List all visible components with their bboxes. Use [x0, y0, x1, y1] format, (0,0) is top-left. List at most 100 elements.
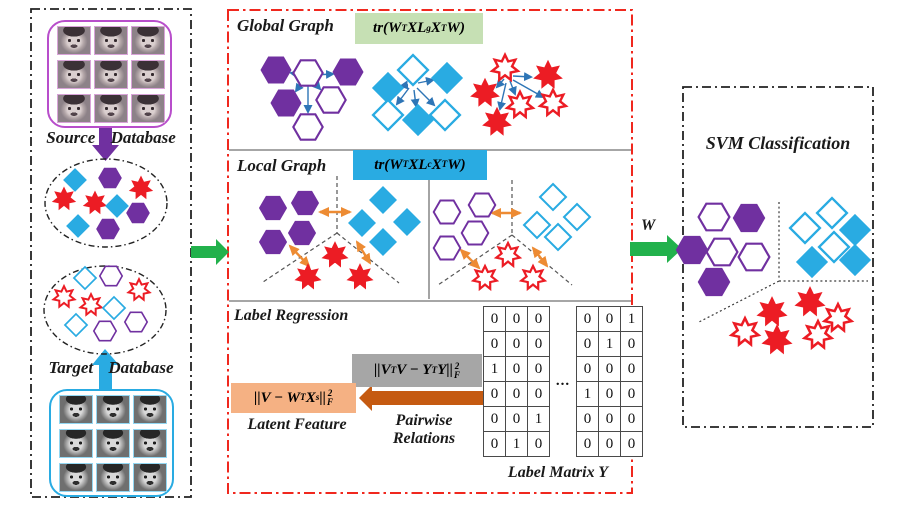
star-icon [483, 107, 511, 135]
target-database-box [49, 389, 174, 497]
diamond-icon [369, 228, 397, 256]
matrix-cell: 0 [505, 381, 528, 407]
star-icon [52, 285, 76, 308]
svm-result-clusters [675, 196, 871, 354]
diamond-icon [348, 209, 376, 237]
matrix-row: 0 0 0... 0 0 1 [483, 306, 643, 457]
matrix-cell: 0 [598, 306, 621, 332]
pairwise-relations-label: Pairwise Relations [376, 412, 472, 449]
matrix-cell: 0 [576, 431, 599, 457]
star-icon [505, 90, 535, 119]
matrix-cell: 0 [483, 331, 506, 357]
matrix-cell: 0 [527, 331, 550, 357]
decision-boundary [698, 280, 780, 323]
local-graph-formula: tr(W T XL c X T W) [353, 150, 487, 180]
star-icon [534, 60, 562, 88]
matrix-cell: 1 [527, 406, 550, 432]
hexagon-icon [96, 218, 120, 240]
similarity-arrow [459, 248, 481, 270]
diamond-icon [105, 194, 129, 218]
matrix-cell: 0 [576, 331, 599, 357]
star-icon [730, 316, 760, 346]
star-icon [762, 325, 792, 354]
hexagon-icon [292, 59, 324, 87]
pairwise-relations-label-line2: Relations [392, 430, 456, 448]
diamond-icon [428, 98, 462, 132]
star-icon [471, 78, 499, 106]
edge-arrow [399, 80, 409, 90]
matrix-cell: 0 [620, 431, 643, 457]
edge-arrow [508, 80, 517, 96]
matrix-cell: 0 [576, 306, 599, 332]
diamond-icon [563, 203, 591, 231]
star-icon [83, 191, 107, 214]
similarity-arrow [531, 246, 549, 268]
local-graph-title: Local Graph [237, 156, 327, 175]
hexagon-icon [315, 86, 347, 114]
pairwise-relations-label-line1: Pairwise [395, 412, 453, 429]
hexagon-icon [705, 237, 739, 267]
diamond-icon [66, 214, 90, 238]
matrix-cell: 0 [527, 431, 550, 457]
matrix-cell: 0 [505, 331, 528, 357]
hexagon-icon [259, 229, 287, 255]
input-arrow [191, 239, 229, 265]
hexagon-icon [292, 113, 324, 141]
face-image [56, 59, 91, 89]
diamond-icon [369, 186, 397, 214]
matrix-cell: 0 [483, 431, 506, 457]
star-icon [127, 278, 151, 301]
edge-arrow [512, 79, 545, 98]
global-graph-star-cluster [471, 53, 568, 135]
hexagon-icon [732, 203, 766, 233]
matrix-cell: 0 [527, 381, 550, 407]
hexagon-icon [467, 192, 497, 218]
matrix-cell: 1 [576, 381, 599, 407]
star-icon [129, 176, 153, 199]
matrix-cell: 1 [505, 431, 528, 457]
edge-arrow [512, 72, 533, 82]
diamond-icon [839, 214, 871, 246]
hexagon-icon [291, 190, 319, 216]
star-icon [322, 242, 348, 267]
hexagon-icon [697, 202, 731, 232]
face-image [130, 59, 165, 89]
source-database-label: Source Database [46, 128, 176, 147]
hexagon-icon [697, 267, 731, 297]
diamond-icon [431, 62, 463, 94]
label-matrix-caption: Label Matrix Y [507, 464, 609, 481]
diamond-icon [393, 208, 421, 236]
face-image [130, 93, 165, 123]
star-icon [803, 319, 833, 349]
star-icon [79, 293, 103, 316]
diamond-icon [396, 53, 430, 87]
matrix-cell: 0 [576, 406, 599, 432]
hexagon-icon [93, 320, 117, 342]
matrix-cell: 0 [483, 406, 506, 432]
matrix-cell: 0 [598, 406, 621, 432]
global-graph-hexagon-cluster [260, 56, 364, 141]
hexagon-icon [260, 56, 292, 84]
diamond-icon [402, 104, 434, 136]
face-image [58, 428, 93, 458]
global-graph-diamond-cluster [371, 53, 463, 136]
diamond-icon [544, 223, 572, 251]
diamond-icon [523, 211, 551, 239]
label-matrix: 0 0 0... 0 0 1 0 0 0 0 1 0 1 0 0 0 0 0 0 0 0 1 0 0 0 0 1 0 0 0 0 1 0 0 0 0 [483, 306, 643, 457]
matrix-cell: 0 [620, 331, 643, 357]
hexagon-icon [288, 220, 316, 246]
matrix-cell: 0 [505, 306, 528, 332]
latent-feature-label: Latent Feature [247, 416, 347, 433]
diamond-icon [371, 98, 405, 132]
global-graph-title: Global Graph [237, 16, 334, 35]
face-image [93, 25, 128, 55]
star-icon [795, 287, 825, 316]
matrix-cell: 0 [620, 406, 643, 432]
hexagon-icon [259, 195, 287, 221]
source-cluster-ellipse [44, 158, 168, 248]
matrix-cell: 1 [620, 306, 643, 332]
local-graph-target-subpanel [432, 180, 591, 290]
